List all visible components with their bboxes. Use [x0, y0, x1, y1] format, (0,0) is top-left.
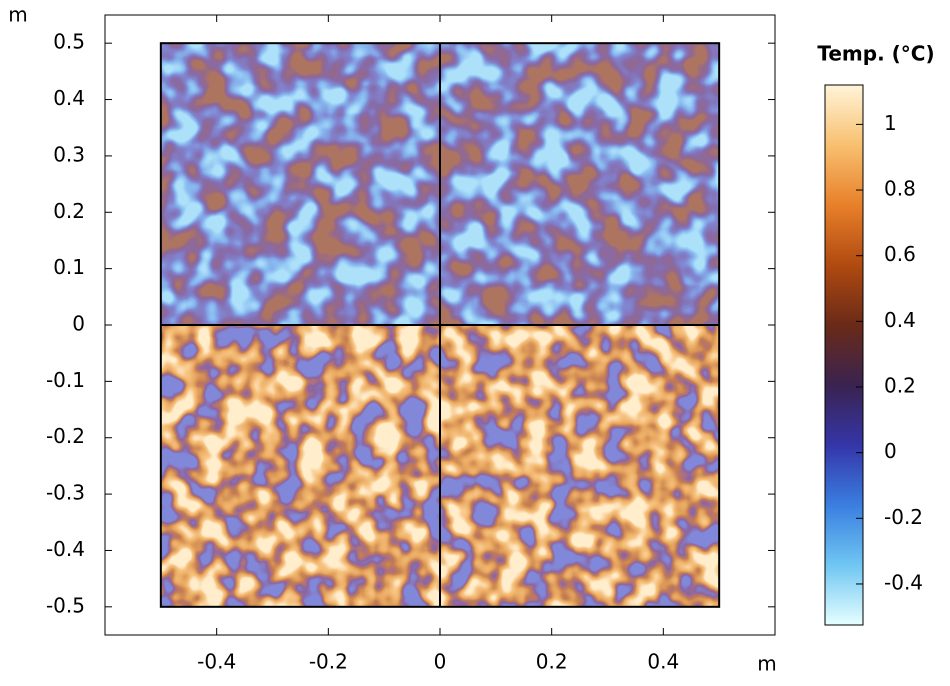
x-tick-label: -0.4 — [197, 650, 236, 674]
colorbar-tick-label: 0.8 — [884, 177, 916, 201]
y-tick-label: 0.3 — [53, 142, 85, 166]
colorbar-tick-label: 0.2 — [884, 374, 916, 398]
y-tick-label: 0.5 — [53, 30, 85, 54]
x-tick-label: 0 — [434, 650, 447, 674]
x-axis-label: m — [757, 652, 776, 676]
y-tick-label: -0.3 — [46, 481, 85, 505]
colorbar-tick-label: 0.4 — [884, 308, 916, 332]
y-axis-label: m — [8, 3, 27, 27]
y-tick-label: 0 — [72, 312, 85, 336]
colorbar-tick-label: 1 — [884, 111, 897, 135]
colorbar-tick-label: -0.4 — [884, 570, 923, 594]
y-tick-label: 0.4 — [53, 86, 85, 110]
colorbar — [824, 84, 864, 626]
y-tick-label: 0.1 — [53, 255, 85, 279]
y-tick-label: -0.5 — [46, 593, 85, 617]
y-tick-label: -0.1 — [46, 368, 85, 392]
colorbar-tick-label: 0 — [884, 439, 897, 463]
y-tick-label: -0.4 — [46, 537, 85, 561]
y-tick-label: 0.2 — [53, 199, 85, 223]
x-tick-label: -0.2 — [309, 650, 348, 674]
x-tick-label: 0.2 — [536, 650, 568, 674]
temperature-field — [159, 42, 721, 608]
colorbar-tick-label: -0.2 — [884, 505, 923, 529]
y-tick-label: -0.2 — [46, 424, 85, 448]
colorbar-tick-label: 0.6 — [884, 242, 916, 266]
colorbar-title: Temp. (°C) — [817, 42, 934, 66]
x-tick-label: 0.4 — [647, 650, 679, 674]
